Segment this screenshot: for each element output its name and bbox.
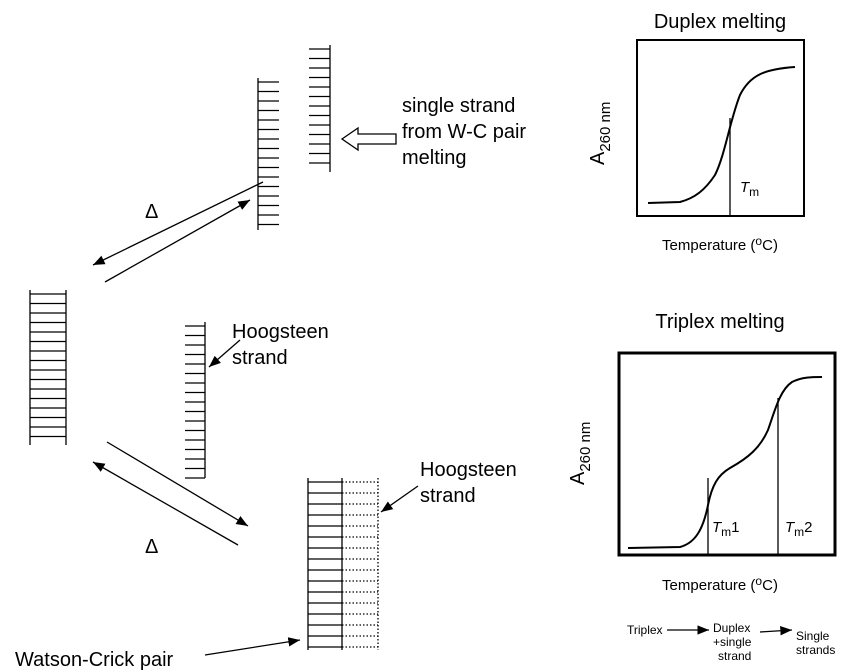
y-axis-label: A260 nm [567,422,594,485]
tm-label: Tm1 [712,519,740,539]
panel-title: Triplex melting [655,311,784,333]
label: strand [232,347,288,369]
arrow [759,626,793,636]
label: Hoogsteen [232,321,329,343]
y-axis-label: A260 nm [587,102,614,165]
label: melting [402,147,466,169]
arrow [106,441,249,527]
label: single strand [402,95,515,117]
scheme-label: strands [796,643,835,657]
label: Watson-Crick pair [15,649,174,670]
plot-frame [636,39,805,217]
scheme-label: Triplex [627,623,663,637]
melting-curve [627,376,823,549]
scheme-label: +single [713,635,752,649]
arrow [104,199,251,283]
tm-label: Tm2 [785,519,813,539]
tm-label: Tm [740,179,759,199]
scheme-label: Duplex [713,621,750,635]
melting-curve [647,66,796,204]
arrow [92,461,239,546]
panel-title: Duplex melting [654,11,786,33]
arrow [204,637,301,656]
arrow [208,339,241,368]
label: strand [420,485,476,507]
open-arrow [340,126,397,152]
x-axis-label: Temperature (oC) [662,574,778,594]
scheme-label: strand [718,649,751,663]
delta: Δ [145,201,158,223]
label: Hoogsteen [420,459,517,481]
label: from W-C pair [402,121,526,143]
plot-frame [617,351,837,557]
delta: Δ [145,536,158,558]
arrow [92,181,264,266]
scheme-label: Single [796,629,830,643]
arrow [380,485,419,513]
x-axis-label: Temperature (oC) [662,234,778,254]
strands [29,45,379,650]
